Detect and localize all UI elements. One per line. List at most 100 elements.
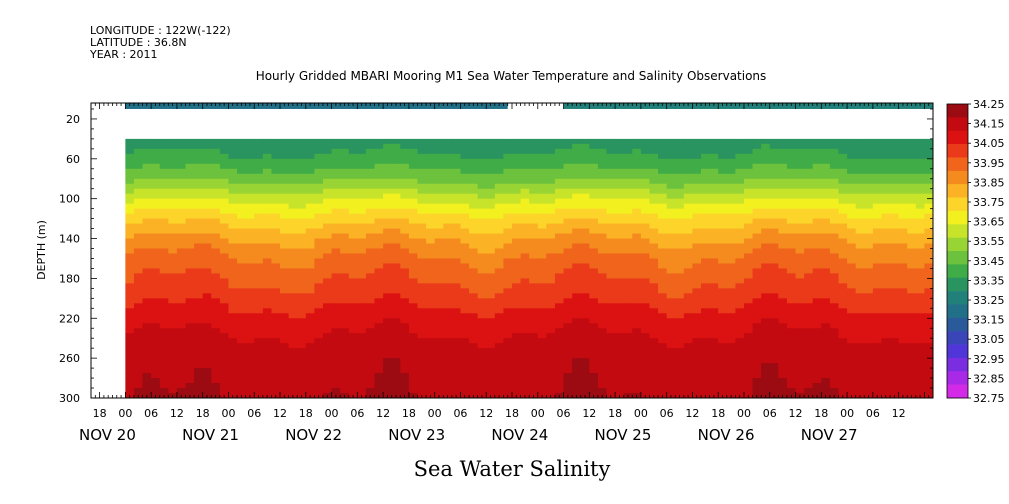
heat-cell <box>829 353 839 359</box>
heat-cell <box>718 333 728 339</box>
heat-cell <box>726 338 736 344</box>
heat-cell <box>426 213 436 220</box>
heat-cell <box>864 318 874 324</box>
heat-cell <box>443 228 453 235</box>
heat-cell <box>194 233 204 240</box>
heat-cell <box>769 333 779 339</box>
heat-cell <box>125 203 135 210</box>
heat-cell <box>503 153 513 160</box>
heat-cell <box>829 373 839 379</box>
heat-cell <box>460 198 470 205</box>
heat-cell <box>434 193 444 200</box>
heat-cell <box>159 233 169 240</box>
heat-cell <box>752 203 762 210</box>
heat-cell <box>237 203 247 210</box>
heat-cell <box>133 253 144 259</box>
heat-cell <box>658 228 668 235</box>
heat-cell <box>151 253 161 259</box>
heat-cell <box>537 273 547 279</box>
heat-cell <box>761 143 771 150</box>
heat-cell <box>288 213 298 220</box>
heat-cell <box>761 253 771 259</box>
heat-cell <box>185 148 195 155</box>
heat-cell <box>640 258 650 264</box>
heat-cell <box>692 193 702 200</box>
heat-cell <box>752 358 762 364</box>
heat-cell <box>572 158 582 165</box>
heat-cell <box>237 373 247 379</box>
heat-cell <box>469 388 479 394</box>
heat-cell <box>778 253 788 259</box>
heat-cell <box>408 213 418 220</box>
heat-cell <box>262 313 272 319</box>
heat-cell <box>314 173 324 180</box>
heat-cell <box>202 293 212 299</box>
heat-cell <box>194 198 204 205</box>
heat-cell <box>486 238 496 245</box>
heat-cell <box>812 253 822 259</box>
heat-cell <box>280 273 290 279</box>
heat-cell <box>890 363 900 369</box>
heat-cell <box>701 293 711 299</box>
heat-cell <box>211 198 221 205</box>
heat-cell <box>821 258 831 264</box>
heat-cell <box>709 253 719 259</box>
heat-cell <box>486 278 496 284</box>
heat-cell <box>228 298 238 304</box>
heat-cell <box>692 373 702 379</box>
heat-cell <box>546 228 556 235</box>
heat-cell <box>486 253 496 259</box>
heat-cell <box>615 213 625 220</box>
heat-cell <box>391 198 401 205</box>
heat-cell <box>855 253 865 259</box>
heat-cell <box>512 283 522 289</box>
heat-cell <box>649 253 659 259</box>
heat-cell <box>451 198 461 205</box>
heat-cell <box>623 353 633 359</box>
heat-cell <box>735 388 745 394</box>
heat-cell <box>520 303 530 309</box>
heat-cell <box>125 348 135 354</box>
heat-cell <box>168 253 178 259</box>
heat-cell <box>572 238 582 245</box>
heat-cell <box>469 203 479 210</box>
heat-cell <box>443 178 453 185</box>
heat-cell <box>443 163 453 170</box>
heat-cell <box>477 163 487 170</box>
heat-cell <box>194 323 204 329</box>
heat-cell <box>365 203 376 210</box>
heat-cell <box>340 213 350 220</box>
heat-cell <box>202 258 212 264</box>
heat-cell <box>838 368 848 374</box>
heat-cell <box>726 233 736 240</box>
heat-cell <box>262 263 272 269</box>
heat-cell <box>580 318 590 324</box>
heat-cell <box>735 208 745 215</box>
heat-cell <box>769 203 779 210</box>
heat-cell <box>202 378 212 384</box>
heat-cell <box>340 193 350 200</box>
heat-cell <box>305 373 315 379</box>
heat-cell <box>374 208 384 215</box>
heat-cell <box>503 168 513 175</box>
heat-cell <box>434 208 444 215</box>
heat-cell <box>151 343 161 349</box>
heat-cell <box>761 238 771 245</box>
heat-cell <box>520 313 530 319</box>
heat-cell <box>417 183 427 190</box>
heat-cell <box>786 333 797 339</box>
heat-cell <box>658 163 668 170</box>
heat-cell <box>761 188 771 195</box>
heat-cell <box>554 268 565 274</box>
heat-cell <box>151 213 161 220</box>
heat-cell <box>245 223 255 230</box>
heat-cell <box>855 333 865 339</box>
heat-cell <box>563 328 573 334</box>
heat-cell <box>219 228 229 235</box>
heat-cell <box>194 188 204 195</box>
heat-cell <box>417 333 427 339</box>
heat-cell <box>666 308 676 314</box>
heat-cell <box>743 153 754 160</box>
heat-cell <box>855 248 865 254</box>
heat-cell <box>632 208 642 215</box>
